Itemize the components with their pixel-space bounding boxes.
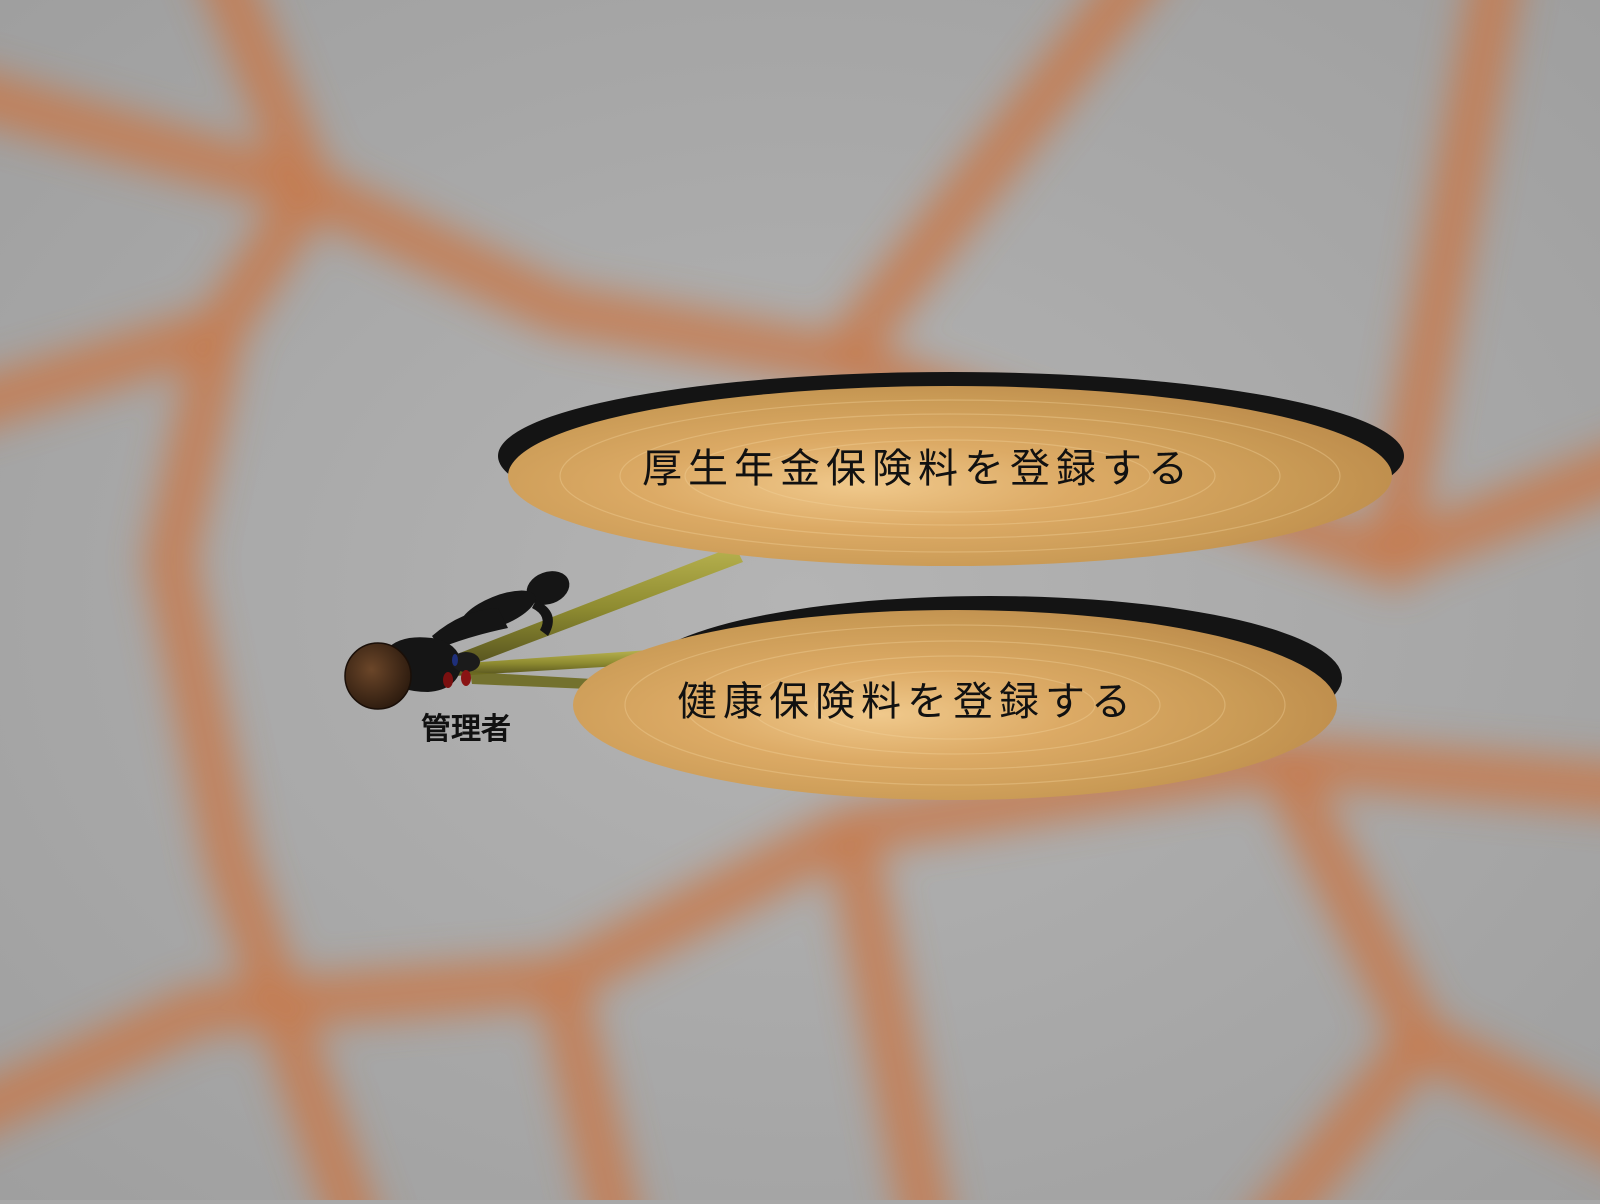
actor-arm bbox=[452, 652, 480, 672]
association-line-1 bbox=[452, 546, 743, 670]
actor: 管理者 bbox=[344, 571, 570, 747]
use-case-1-disc bbox=[508, 386, 1392, 566]
association-line-2 bbox=[452, 650, 652, 690]
actor-head-outline bbox=[344, 642, 412, 710]
actor-label: 管理者 bbox=[421, 712, 511, 747]
use-case-1-label: 厚生年金保険料を登録する bbox=[642, 446, 1194, 492]
actor-hand-left bbox=[443, 672, 453, 688]
actor-shadow bbox=[432, 571, 570, 648]
actor-detail bbox=[452, 654, 458, 666]
use-case-1: 厚生年金保険料を登録する bbox=[498, 372, 1404, 566]
use-case-2-label: 健康保険料を登録する bbox=[677, 679, 1137, 725]
use-case-2: 健康保険料を登録する bbox=[573, 596, 1342, 800]
use-case-2-disc bbox=[573, 610, 1337, 800]
actor-hand-right bbox=[461, 670, 471, 686]
actor-head bbox=[345, 643, 411, 709]
